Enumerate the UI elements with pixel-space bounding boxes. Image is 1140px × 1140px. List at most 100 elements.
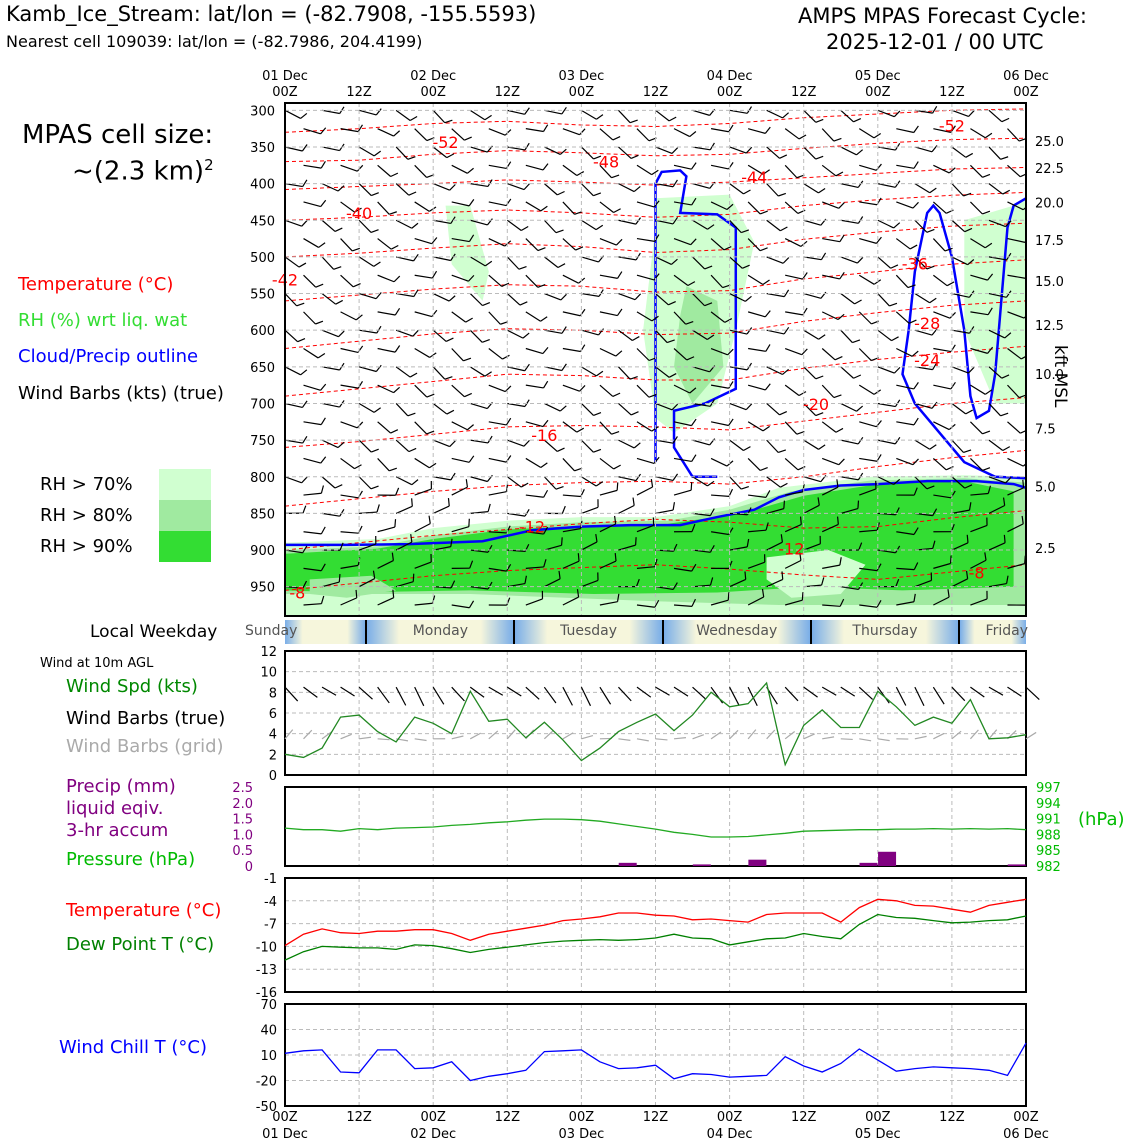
wind-barb (599, 347, 617, 357)
wind-barb-flag (543, 489, 549, 498)
wind-barb (507, 439, 525, 447)
wind-barb-flag (895, 578, 900, 587)
wind-barb-flag (429, 462, 437, 469)
wind-barb (895, 238, 911, 250)
wind-barb-flag (320, 199, 327, 207)
wind-barb-flag (446, 409, 455, 415)
wind-barb (692, 549, 711, 553)
wind-barb-flag (466, 167, 474, 174)
wind-barb (358, 146, 375, 157)
wind-barb (1007, 201, 1024, 211)
wind-barb (729, 256, 743, 269)
wind-barb-flag (394, 519, 397, 528)
panel-tick-label: 10 (260, 1049, 277, 1064)
wind-barb (821, 486, 839, 496)
wind-barb (543, 439, 558, 452)
chart-subtitle: Nearest cell 109039: lat/lon = (-82.7986… (6, 32, 423, 51)
wind-barb (469, 329, 483, 343)
wind-barb-flag (780, 534, 783, 543)
wind-barb-flag (984, 132, 993, 139)
wind-barb (933, 562, 951, 569)
wind-barb-flag (370, 229, 379, 233)
wind-barb (803, 439, 819, 450)
wind-barb (507, 183, 525, 191)
wind-barb (933, 128, 952, 133)
legend-temperature: Temperature (°C) (18, 274, 174, 295)
pressure-tick-label: 600 (250, 324, 275, 339)
pressure-line (284, 818, 1027, 838)
wind-barb (562, 421, 578, 433)
wind-barb-flag (875, 236, 882, 244)
cell-size-label: MPAS cell size: (22, 120, 214, 150)
wind-barb-flag (354, 207, 362, 213)
wind-barb (877, 366, 895, 374)
wind-barb-flag (411, 498, 413, 507)
wind-barb (580, 403, 594, 416)
wind-barb (358, 439, 372, 453)
wind-barb-flag (671, 403, 679, 411)
wind-barb-grid (377, 738, 390, 741)
wind-barb (747, 274, 764, 286)
wind-barb (729, 183, 744, 195)
wind-barb-flag (468, 274, 475, 282)
height-tick-label: 22.5 (1035, 162, 1064, 177)
wind-barb (451, 421, 468, 431)
bottom-hour-label: 00Z (865, 1110, 891, 1125)
wind-barb-flag (668, 373, 677, 378)
wind-barb-flag (779, 154, 788, 159)
wind-barb-flag (1020, 355, 1026, 360)
wind-barb (895, 274, 909, 288)
wind-barb-flag (505, 483, 509, 492)
wind-barb (748, 529, 767, 533)
wind-barb (821, 311, 839, 321)
wind-barb (673, 348, 688, 361)
wind-barb-true (636, 686, 652, 698)
wind-barb (803, 403, 817, 416)
wind-barb (377, 458, 390, 472)
wind-barb (914, 219, 928, 233)
wind-barb-flag (691, 598, 697, 607)
panel-tick-label: -20 (256, 1075, 277, 1090)
wind-barb (525, 494, 544, 498)
wind-barb (840, 219, 859, 224)
wind-barb-flag (518, 266, 527, 270)
wind-barb (766, 292, 785, 298)
wind-barb (432, 366, 446, 380)
wind-barb-flag (856, 256, 864, 264)
wind-barb-flag (465, 479, 469, 488)
wind-barb-flag (913, 593, 916, 602)
wind-barb-true (877, 686, 890, 704)
wind-barb-flag (502, 354, 510, 360)
wind-barb-flag (949, 555, 952, 564)
wind-barb-flag (744, 571, 747, 580)
wind-barb (933, 274, 948, 287)
wind-barb (729, 402, 747, 411)
wind-barb-flag (1043, 439, 1048, 445)
wind-barb (562, 347, 581, 353)
wind-barb-true (377, 686, 390, 704)
wind-barb-flag (778, 449, 787, 454)
wind-barb-flag (634, 293, 642, 301)
wind-barb (1025, 476, 1026, 478)
wind-barb (488, 128, 506, 136)
wind-barb-flag (889, 302, 898, 307)
dewpoint-line (284, 913, 1027, 961)
wind-barb-flag (616, 308, 623, 316)
top-hour-label: 12Z (495, 85, 521, 100)
wind-barb (840, 256, 858, 264)
wind-barb-flag (987, 273, 994, 281)
wind-barb-grid (488, 730, 499, 740)
wind-barb-flag (746, 538, 750, 547)
height-tick-label: 7.5 (1035, 422, 1056, 437)
wind-barb (340, 384, 359, 389)
wind-barb (914, 183, 931, 194)
wind-barb (321, 109, 340, 115)
wind-barb-flag (781, 571, 784, 580)
wind-barb-flag (301, 476, 308, 484)
wind-barb (1007, 384, 1020, 398)
pressure-tick-label: 985 (1036, 844, 1061, 859)
wind-barb (414, 274, 433, 279)
wind-barb-grid (729, 729, 739, 740)
wind-barb (470, 219, 488, 226)
wind-barb-flag (839, 272, 845, 280)
